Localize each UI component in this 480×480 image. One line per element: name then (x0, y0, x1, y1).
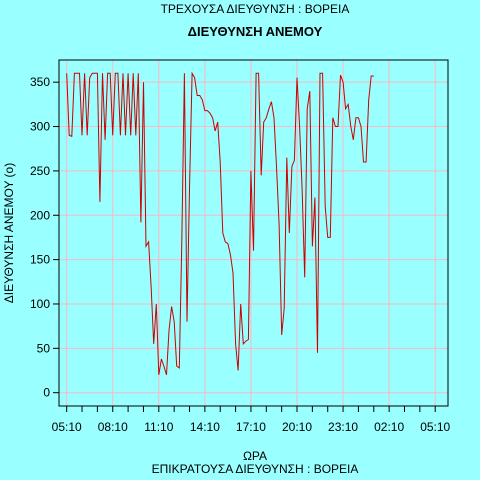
y-tick-label: 0 (43, 386, 50, 400)
x-tick-label: 05:10 (52, 420, 82, 434)
wind-direction-series-line (66, 71, 374, 376)
y-axis-label: ΔΙΕΥΘΥΝΣΗ ΑΝΕΜΟΥ (ο) (2, 163, 16, 303)
footer-caption: ΕΠΙΚΡΑΤΟΥΣΑ ΔΙΕΥΘΥΝΣΗ : ΒΟΡΕΙΑ (152, 462, 359, 476)
y-tick-label: 200 (30, 208, 50, 222)
y-tick-label: 100 (30, 297, 50, 311)
x-tick-label: 11:10 (144, 420, 173, 434)
x-axis: 05:10 08:10 11:10 14:10 17:10 20:10 23:10 02:10… (52, 406, 451, 434)
y-tick-label: 300 (30, 120, 50, 134)
chart-subtitle: ΤΡΕΧΟΥΣΑ ΔΙΕΥΘΥΝΣΗ : ΒΟΡΕΙΑ (161, 2, 350, 16)
grid-lines (59, 60, 448, 406)
y-tick-label: 250 (30, 164, 50, 178)
x-tick-label: 17:10 (236, 420, 266, 434)
y-tick-label: 50 (37, 341, 51, 355)
x-axis-label: ΩΡΑ (243, 449, 267, 463)
x-tick-label: 05:10 (420, 420, 450, 434)
chart-title: ΔΙΕΥΘΥΝΣΗ ΑΝΕΜΟΥ (188, 24, 323, 39)
y-tick-label: 350 (30, 75, 50, 89)
plot-frame (58, 59, 449, 407)
x-tick-label: 23:10 (328, 420, 358, 434)
x-tick-label: 02:10 (374, 420, 404, 434)
y-axis: 0 50 100 150 200 250 300 350 (30, 75, 59, 400)
x-tick-label: 08:10 (98, 420, 128, 434)
x-tick-label: 20:10 (282, 420, 312, 434)
y-tick-label: 150 (30, 253, 50, 267)
x-tick-label: 14:10 (190, 420, 220, 434)
